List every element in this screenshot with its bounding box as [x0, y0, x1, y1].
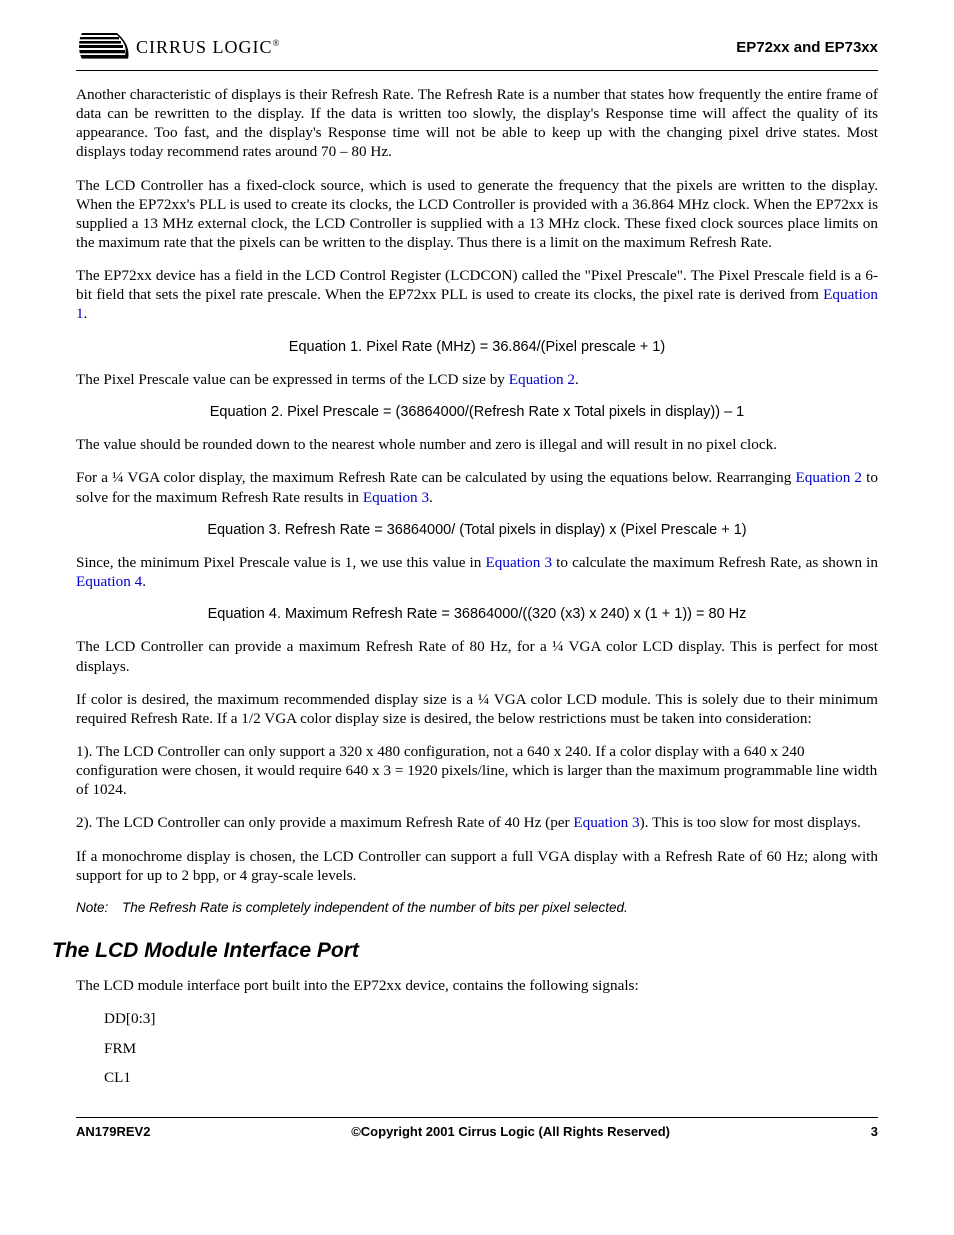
footer-copyright: ©Copyright 2001 Cirrus Logic (All Rights…	[351, 1124, 670, 1139]
footer-pagenum: 3	[871, 1124, 878, 1139]
signal-item: FRM	[104, 1039, 878, 1058]
equation-4: Equation 4. Maximum Refresh Rate = 36864…	[76, 605, 878, 623]
equation-link[interactable]: Equation 4	[76, 573, 142, 590]
paragraph: The LCD Controller has a fixed-clock sou…	[76, 176, 878, 253]
signal-item: DD[0:3]	[104, 1009, 878, 1028]
equation-link[interactable]: Equation 3	[573, 814, 639, 831]
signal-list: DD[0:3] FRM CL1	[104, 1009, 878, 1086]
page: CIRRUS LOGIC® EP72xx and EP73xx Another …	[0, 0, 954, 1169]
page-header: CIRRUS LOGIC® EP72xx and EP73xx	[76, 30, 878, 64]
equation-3: Equation 3. Refresh Rate = 36864000/ (To…	[76, 521, 878, 539]
paragraph: If a monochrome display is chosen, the L…	[76, 847, 878, 885]
header-product: EP72xx and EP73xx	[736, 39, 878, 56]
paragraph: If color is desired, the maximum recomme…	[76, 690, 878, 728]
signal-item: CL1	[104, 1068, 878, 1087]
body-text: Another characteristic of displays is th…	[76, 85, 878, 1087]
logo: CIRRUS LOGIC®	[76, 30, 280, 64]
equation-2: Equation 2. Pixel Prescale = (36864000/(…	[76, 403, 878, 421]
equation-link[interactable]: Equation 2	[509, 371, 575, 388]
equation-1: Equation 1. Pixel Rate (MHz) = 36.864/(P…	[76, 338, 878, 356]
paragraph: Since, the minimum Pixel Prescale value …	[76, 553, 878, 591]
section-heading: The LCD Module Interface Port	[52, 938, 878, 964]
list-item: 2). The LCD Controller can only provide …	[76, 813, 878, 832]
paragraph: For a ¼ VGA color display, the maximum R…	[76, 468, 878, 506]
paragraph: The LCD Controller can provide a maximum…	[76, 637, 878, 675]
equation-link[interactable]: Equation 3	[363, 489, 429, 506]
equation-link[interactable]: Equation 2	[795, 469, 862, 486]
logo-text: CIRRUS LOGIC®	[136, 37, 280, 58]
header-rule	[76, 70, 878, 71]
footer-docid: AN179REV2	[76, 1124, 150, 1139]
list-item: 1). The LCD Controller can only support …	[76, 742, 878, 799]
equation-link[interactable]: Equation 3	[486, 554, 553, 571]
page-footer: AN179REV2 ©Copyright 2001 Cirrus Logic (…	[76, 1117, 878, 1139]
note: Note:The Refresh Rate is completely inde…	[76, 899, 878, 916]
paragraph: The EP72xx device has a field in the LCD…	[76, 266, 878, 323]
paragraph: The Pixel Prescale value can be expresse…	[76, 370, 878, 389]
paragraph: The value should be rounded down to the …	[76, 435, 878, 454]
paragraph: The LCD module interface port built into…	[76, 976, 878, 995]
paragraph: Another characteristic of displays is th…	[76, 85, 878, 162]
logo-icon	[76, 30, 132, 64]
